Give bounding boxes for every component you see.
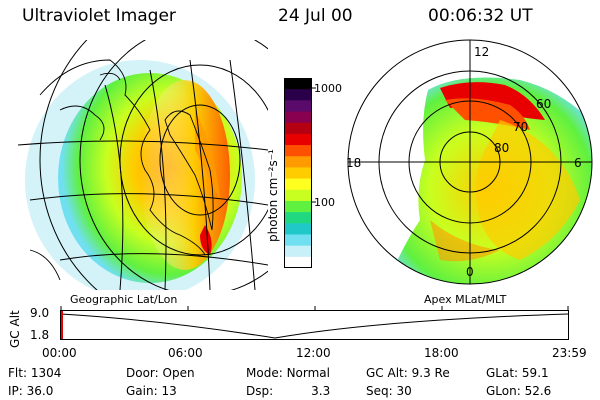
observation-date: 24 Jul 00 bbox=[278, 6, 353, 26]
gc-alt-readout: GC Alt: 9.3 Re bbox=[366, 366, 450, 380]
mlt-label-12: 12 bbox=[474, 45, 489, 59]
colorbar-stripe bbox=[284, 145, 312, 157]
colorbar-stripe bbox=[284, 212, 312, 224]
colorbar-stripe bbox=[284, 234, 312, 247]
colorbar-stripe bbox=[284, 189, 312, 202]
colorbar-stripe bbox=[284, 89, 312, 101]
seq-readout: Seq: 30 bbox=[366, 384, 412, 398]
colorbar-stripe bbox=[284, 111, 312, 124]
gain-readout: Gain: 13 bbox=[126, 384, 177, 398]
colorbar-tick-100: 100 bbox=[314, 196, 335, 209]
time-tick-2359: 23:59 bbox=[552, 346, 587, 360]
mlat-label-80: 80 bbox=[494, 141, 509, 155]
right-panel-caption: Apex MLat/MLT bbox=[424, 293, 507, 306]
colorbar-stripe bbox=[284, 245, 312, 258]
flight-readout: Flt: 1304 bbox=[8, 366, 62, 380]
time-tick-0600: 06:00 bbox=[168, 346, 203, 360]
colorbar-stripe bbox=[284, 200, 312, 213]
altitude-tick-1-8: 1.8 bbox=[30, 328, 50, 342]
mlt-label-0: 0 bbox=[466, 265, 474, 279]
colorbar-stripe bbox=[284, 167, 312, 180]
glat-readout: GLat: 59.1 bbox=[486, 366, 549, 380]
door-readout: Door: Open bbox=[126, 366, 195, 380]
colorbar-stripe bbox=[284, 178, 312, 191]
colorbar-stripe bbox=[284, 256, 312, 269]
colorbar-stripe bbox=[284, 156, 312, 168]
colorbar-stripe bbox=[284, 122, 312, 135]
mlat-label-60: 60 bbox=[536, 97, 551, 111]
time-tick-1800: 18:00 bbox=[424, 346, 459, 360]
mlt-label-6: 6 bbox=[574, 156, 582, 170]
colorbar-tick-1000: 1000 bbox=[314, 82, 342, 95]
colorbar-stripe bbox=[284, 100, 312, 113]
colorbar-stripe bbox=[284, 133, 312, 146]
mlat-label-70: 70 bbox=[513, 120, 528, 134]
intensity-colorbar bbox=[284, 78, 316, 269]
instrument-title: Ultraviolet Imager bbox=[22, 6, 176, 26]
ip-readout: IP: 36.0 bbox=[8, 384, 54, 398]
time-tick-1200: 12:00 bbox=[296, 346, 331, 360]
glon-readout: GLon: 52.6 bbox=[486, 384, 552, 398]
colorbar-stripe bbox=[284, 78, 312, 90]
left-panel-caption: Geographic Lat/Lon bbox=[70, 293, 177, 306]
altitude-axis-title: GC Alt bbox=[8, 310, 22, 348]
altitude-trace-plot bbox=[60, 306, 569, 340]
mode-readout: Mode: Normal bbox=[246, 366, 330, 380]
mlt-label-18: 18 bbox=[346, 156, 361, 170]
time-tick-0000: 00:00 bbox=[42, 346, 77, 360]
observation-time: 00:06:32 UT bbox=[428, 6, 533, 26]
colorbar-unit-label: photon cm⁻²s⁻¹ bbox=[266, 149, 280, 242]
dsp-readout: Dsp: 3.3 bbox=[246, 384, 331, 398]
colorbar-stripe bbox=[284, 223, 312, 235]
altitude-tick-9: 9.0 bbox=[30, 306, 50, 320]
